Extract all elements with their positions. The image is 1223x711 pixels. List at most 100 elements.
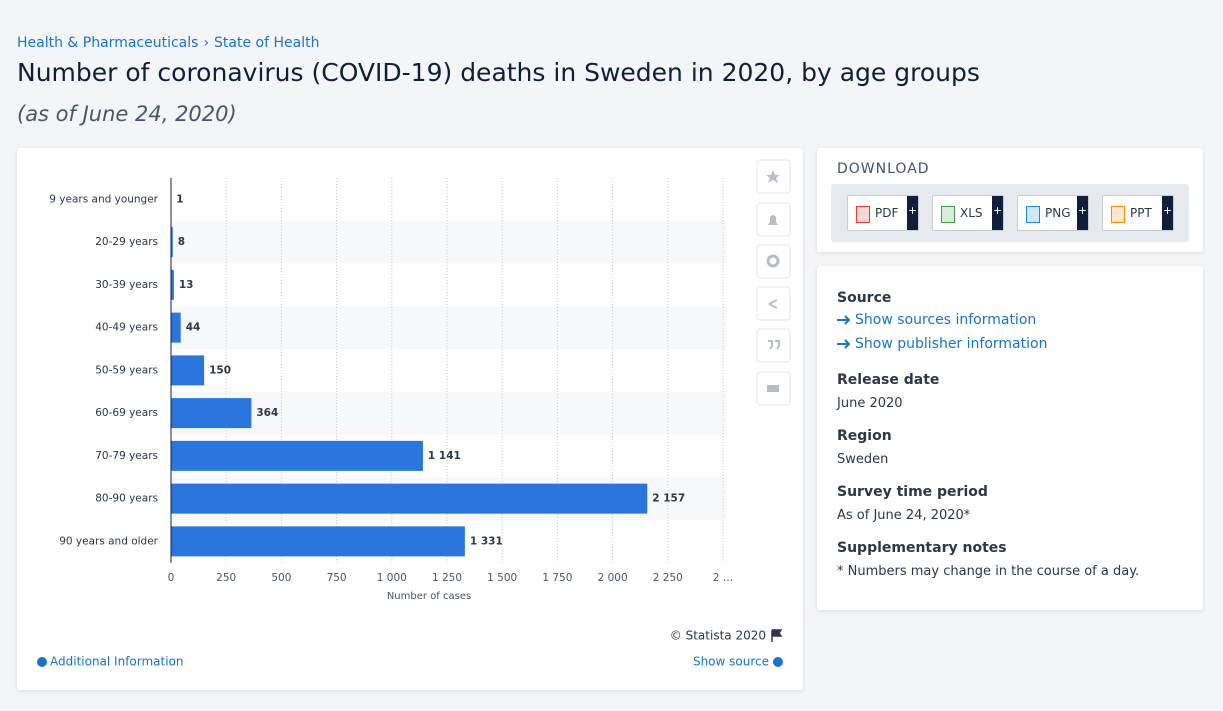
bar <box>171 398 252 429</box>
download-label: XLS <box>960 206 983 220</box>
info-heading: Region <box>837 428 892 444</box>
download-card: DOWNLOAD PDF + XLS + PNG + PPT + <box>817 148 1203 252</box>
data-label: 2 157 <box>652 493 685 505</box>
cite-button[interactable] <box>756 328 791 363</box>
data-label: 364 <box>256 407 278 419</box>
credit: © Statista 2020 <box>670 629 766 643</box>
y-tick-label: 90 years and older <box>59 535 158 547</box>
chart-card: © Statista 2020 Additional Information S… <box>17 148 803 690</box>
download-plus: + <box>992 196 1003 230</box>
info-text: June 2020 <box>837 396 903 411</box>
y-tick-label: 40-49 years <box>95 322 158 334</box>
download-button[interactable]: XLS + <box>932 195 1004 231</box>
row-band <box>171 220 727 264</box>
info-link[interactable]: Show sources information <box>837 312 1036 328</box>
share-icon <box>768 299 778 309</box>
file-icon <box>941 206 955 223</box>
row-band <box>171 306 727 349</box>
side-tools <box>756 159 791 406</box>
bar <box>171 355 205 386</box>
y-tick-label: 9 years and younger <box>49 193 158 205</box>
info-heading: Release date <box>837 372 940 388</box>
data-label: 1 141 <box>428 450 461 462</box>
info-card: Source Show sources information Show publi… <box>817 266 1203 610</box>
x-tick-label: 250 <box>216 572 236 584</box>
x-tick-label: 2 … <box>713 572 734 584</box>
bar <box>171 227 173 258</box>
show-source-link[interactable]: Show source <box>693 655 769 669</box>
y-tick-label: 80-90 years <box>95 493 158 505</box>
download-button[interactable]: PNG + <box>1017 195 1089 231</box>
download-label: PPT <box>1130 206 1152 220</box>
info-heading: Survey time period <box>837 484 988 500</box>
bar <box>171 440 423 471</box>
breadcrumb-separator: › <box>203 35 210 51</box>
download-button[interactable]: PPT + <box>1102 195 1174 231</box>
info-link-text: Show publisher information <box>855 336 1048 352</box>
title: Number of coronavirus (COVID-19) deaths … <box>17 58 980 87</box>
download-bar: PDF + XLS + PNG + PPT + <box>831 184 1189 242</box>
file-icon <box>1026 206 1040 223</box>
arrow-icon <box>837 339 851 349</box>
download-label: PDF <box>875 206 899 220</box>
gear-icon <box>766 254 780 268</box>
bell-icon <box>768 215 778 225</box>
info-heading: Supplementary notes <box>837 540 1007 556</box>
print-icon <box>767 385 779 392</box>
file-icon <box>1111 206 1125 223</box>
x-tick-label: 1 500 <box>487 572 517 584</box>
download-plus: + <box>1077 196 1088 230</box>
subtitle: (as of June 24, 2020) <box>17 102 237 126</box>
x-tick-label: 750 <box>327 572 347 584</box>
info-text: * Numbers may change in the course of a … <box>837 564 1140 579</box>
y-tick-label: 20-29 years <box>95 236 158 248</box>
data-label: 13 <box>179 279 194 291</box>
info-text: As of June 24, 2020* <box>837 508 971 523</box>
x-tick-label: 500 <box>271 572 291 584</box>
info-heading: Source <box>837 290 892 306</box>
download-label: PNG <box>1045 206 1071 220</box>
data-label: 1 331 <box>470 535 503 547</box>
row-band <box>171 391 727 435</box>
flag-icon <box>771 629 783 642</box>
share-button[interactable] <box>756 286 791 321</box>
bar <box>171 526 465 557</box>
info-icon <box>37 657 47 667</box>
y-tick-label: 30-39 years <box>95 279 158 291</box>
bar <box>171 312 181 343</box>
arrow-icon <box>837 315 851 325</box>
y-tick-label: 50-59 years <box>95 364 158 376</box>
download-title: DOWNLOAD <box>837 161 930 177</box>
info-link-text: Show sources information <box>855 312 1037 328</box>
x-tick-label: 0 <box>168 572 175 584</box>
star-icon <box>766 170 780 183</box>
y-tick-label: 60-69 years <box>95 407 158 419</box>
info-text: Sweden <box>837 452 889 467</box>
download-plus: + <box>907 196 918 230</box>
y-tick-label: 70-79 years <box>95 450 158 462</box>
download-button[interactable]: PDF + <box>847 195 919 231</box>
breadcrumb: Health & Pharmaceuticals › State of Health <box>17 35 324 51</box>
data-label: 44 <box>186 322 201 334</box>
settings-button[interactable] <box>756 244 791 279</box>
data-label: 1 <box>176 193 183 205</box>
additional-info-link[interactable]: Additional Information <box>50 655 184 669</box>
chart: © Statista 2020 Additional Information S… <box>37 159 791 669</box>
x-tick-label: 2 250 <box>653 572 683 584</box>
quote-icon <box>768 340 780 350</box>
x-tick-label: 1 000 <box>377 572 407 584</box>
x-tick-label: 1 250 <box>432 572 462 584</box>
info-link[interactable]: Show publisher information <box>837 336 1047 352</box>
file-icon <box>856 206 870 223</box>
info-icon <box>773 657 783 667</box>
data-label: 8 <box>178 236 185 248</box>
download-plus: + <box>1162 196 1173 230</box>
bar <box>171 269 174 300</box>
breadcrumb-link[interactable]: Health & Pharmaceuticals <box>17 35 199 51</box>
data-label: 150 <box>209 364 231 376</box>
x-axis-label: Number of cases <box>387 591 471 602</box>
x-tick-label: 2 000 <box>598 572 628 584</box>
bar <box>171 483 648 514</box>
breadcrumb-link[interactable]: State of Health <box>214 35 320 51</box>
